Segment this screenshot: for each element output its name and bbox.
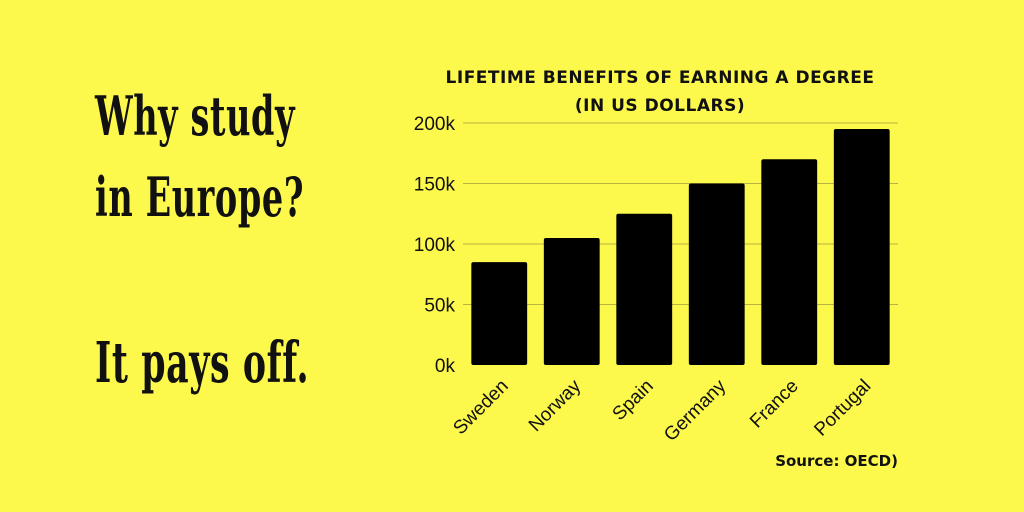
chart-subtitle: (IN US DOLLARS) [575,96,745,116]
x-tick-label: Germany [660,375,730,445]
bar-spain [616,213,673,365]
x-tick-label: France [746,376,803,433]
x-tick-label: Sweden [449,376,512,439]
bar-sweden [471,262,528,365]
x-axis: Sweden Norway Spain Germany France Portugal [449,375,875,445]
y-tick-label: 50k [424,296,455,317]
x-tick-label: Norway [525,375,586,436]
y-tick-label: 0k [435,356,456,377]
headline-line-3: It pays off. [95,330,310,396]
source-note: Source: OECD) [775,452,898,470]
headline-line-2: in Europe? [95,165,305,229]
chart-title: LIFETIME BENEFITS OF EARNING A DEGREE [446,68,875,88]
bar-portugal [833,129,890,365]
y-tick-label: 150k [414,175,456,196]
y-tick-label: 200k [414,114,456,135]
grid-lines [463,122,898,305]
headline-line-1: Why study [95,84,296,148]
x-tick-label: Portugal [810,376,875,441]
bars [471,129,890,365]
bar-germany [688,183,745,365]
x-tick-label: Spain [609,376,658,425]
bar-france [761,159,818,365]
bar-norway [543,237,600,365]
y-tick-label: 100k [414,235,456,256]
y-axis: 0k 50k 100k 150k 200k [414,114,456,377]
